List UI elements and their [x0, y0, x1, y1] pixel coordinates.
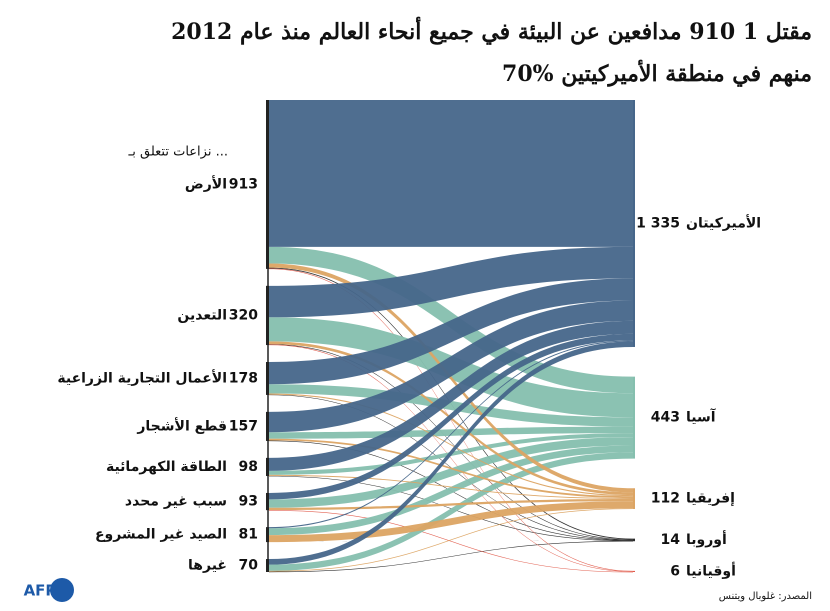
target-name: أوروبا	[686, 530, 727, 548]
target-value: 1 335	[636, 215, 680, 231]
target-node	[633, 100, 635, 347]
flow-link	[269, 268, 633, 572]
flow-link	[269, 501, 633, 543]
flow-link	[269, 344, 633, 541]
flow-link	[269, 445, 633, 536]
chart-title: مقتل 1 910 مدافعين عن البيئة في جميع أنح…	[171, 16, 812, 45]
flow-link	[269, 333, 633, 500]
logo: AFP	[24, 582, 57, 600]
target-value: 112	[651, 491, 680, 507]
source-value: 70	[239, 558, 259, 574]
target-name: إفريقيا	[686, 491, 735, 507]
source-value: 913	[229, 176, 258, 192]
source-node	[266, 559, 269, 572]
source-node	[266, 100, 269, 269]
target-name: الأميركيتان	[686, 214, 761, 231]
flow-link	[269, 320, 633, 471]
flow-link	[269, 474, 633, 499]
flow-link	[269, 508, 633, 572]
source-name: غيرها	[188, 558, 227, 574]
source-name: التعدين	[177, 307, 227, 323]
flow-link	[269, 498, 633, 510]
target-value: 6	[670, 563, 680, 579]
chart-subtitle: 70% منهم في منطقة الأميركيتين	[502, 59, 812, 87]
flow-link	[269, 426, 633, 439]
target-node	[633, 570, 635, 572]
flow-link	[269, 246, 633, 394]
sources-heading: نزاعات تتعلق بـ ...	[127, 145, 228, 160]
flow-link	[269, 344, 633, 572]
target-value: 443	[651, 410, 680, 426]
source-node	[266, 285, 269, 346]
flow-link	[269, 509, 633, 573]
source-name: سبب غير محدد	[125, 494, 227, 510]
source-node	[266, 411, 269, 441]
flow-link	[269, 540, 633, 573]
source-value: 81	[239, 527, 258, 543]
source-node	[266, 457, 269, 477]
source-name: الطاقة الكهرمائية	[106, 459, 227, 475]
flow-link	[269, 340, 633, 529]
logo-badge	[50, 578, 74, 602]
source-node	[266, 527, 269, 543]
flow-link	[269, 437, 633, 508]
flow-link	[269, 300, 633, 433]
flow-link	[269, 100, 633, 247]
source-value: 157	[229, 418, 258, 434]
target-value: 14	[661, 532, 681, 548]
source-name: الصيد غير المشروع	[95, 527, 227, 543]
source-value: 98	[239, 459, 258, 475]
flow-link	[269, 341, 633, 565]
target-name: آسيا	[686, 408, 717, 426]
flow-link	[269, 263, 633, 493]
source-value: 178	[229, 370, 258, 386]
target-node	[633, 376, 635, 459]
source-value: 93	[239, 494, 258, 510]
source-note: المصدر: غلوبال ويتنس	[719, 591, 812, 602]
target-node	[633, 538, 635, 542]
source-node	[266, 362, 269, 395]
source-name: الأرض	[185, 175, 227, 192]
target-node	[633, 488, 635, 509]
flow-link	[269, 393, 633, 497]
links	[269, 100, 633, 573]
target-name: أوقيانيا	[686, 561, 736, 579]
source-name: قطع الأشجار	[136, 417, 227, 434]
source-name: الأعمال التجارية الزراعية	[57, 369, 227, 386]
flow-link	[269, 246, 633, 318]
flow-link	[269, 384, 633, 427]
flow-link	[269, 438, 633, 499]
source-value: 320	[229, 307, 258, 323]
source-node	[266, 492, 269, 511]
flow-link	[269, 278, 633, 385]
flow-link	[269, 452, 633, 571]
